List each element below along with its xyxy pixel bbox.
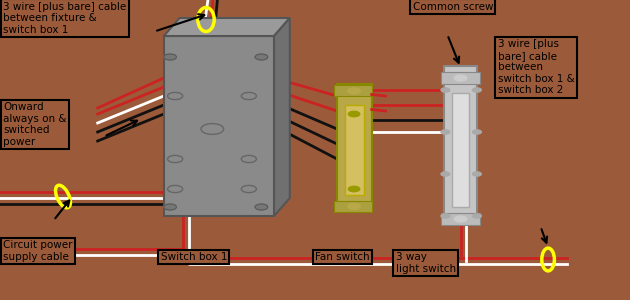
Bar [441,213,480,225]
Bar [345,105,364,195]
Bar [334,201,372,211]
Text: Onward
always on &
switched
power: Onward always on & switched power [3,102,67,147]
Circle shape [348,111,360,117]
Circle shape [441,172,450,176]
Circle shape [472,130,481,134]
Text: 3 wire [plus
bare] cable
between
switch box 1 &
switch box 2: 3 wire [plus bare] cable between switch … [498,39,575,95]
Text: 3 wire [plus bare] cable
between fixture &
switch box 1: 3 wire [plus bare] cable between fixture… [3,2,127,35]
Text: Fan switch: Fan switch [315,252,370,262]
Bar [441,72,480,84]
Text: Circuit power
supply cable: Circuit power supply cable [3,240,72,262]
Circle shape [441,130,450,134]
Circle shape [441,214,450,218]
Bar [444,66,477,222]
Circle shape [472,88,481,92]
Circle shape [348,203,360,209]
Text: Common screw: Common screw [413,2,493,11]
Polygon shape [274,18,290,216]
Circle shape [348,186,360,192]
Circle shape [255,204,268,210]
Bar [164,36,274,216]
Bar [452,93,469,207]
Circle shape [164,54,176,60]
Text: 3 way
light switch: 3 way light switch [396,252,455,274]
Text: Switch box 1: Switch box 1 [161,252,227,262]
Circle shape [441,88,450,92]
Bar [334,85,372,96]
Polygon shape [164,18,290,36]
Circle shape [255,54,268,60]
Circle shape [472,172,481,176]
Circle shape [454,216,467,222]
Circle shape [454,75,467,81]
Circle shape [348,88,360,94]
Bar [337,84,372,210]
Circle shape [472,214,481,218]
Circle shape [164,204,176,210]
